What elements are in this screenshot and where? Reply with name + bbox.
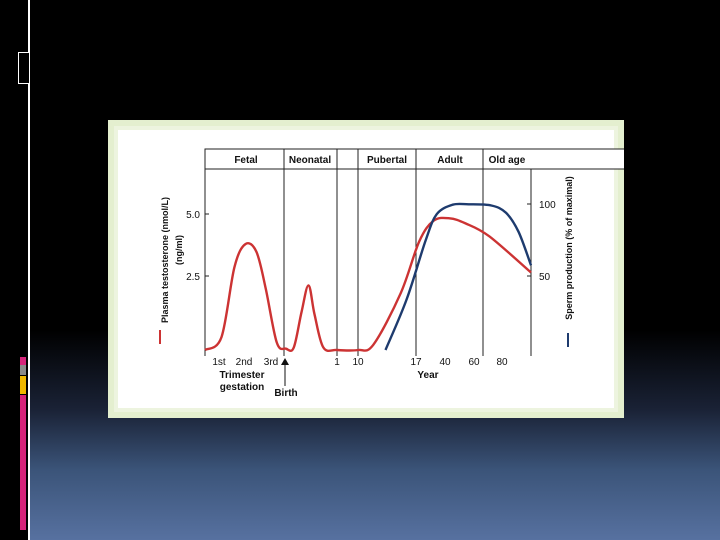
- stage-old-age: Old age: [489, 155, 526, 166]
- accent-bar-yellow: [20, 376, 26, 394]
- stage-neonatal: Neonatal: [289, 155, 331, 166]
- testosterone-sperm-chart: Fetal Neonatal Pubertal Adult Old age 5.…: [159, 148, 624, 399]
- right-tick-label-100: 100: [539, 200, 556, 211]
- stage-header-box: [204, 148, 624, 170]
- right-axis: 100 50 Sperm production (% of maximal): [527, 176, 574, 347]
- left-decor-stripe: [0, 0, 30, 540]
- left-axis-unit: (ng/ml): [174, 235, 184, 265]
- series-layer: [204, 202, 533, 353]
- x-tick-60: 60: [468, 357, 480, 368]
- slide-tab-marker: [18, 52, 30, 84]
- x-tick-1: 1: [334, 357, 340, 368]
- x-tick-3rd: 3rd: [264, 357, 278, 368]
- left-tick-label-5: 5.0: [186, 210, 200, 221]
- stage-adult: Adult: [437, 155, 463, 166]
- stage-fetal: Fetal: [234, 155, 258, 166]
- stage-pubertal: Pubertal: [367, 155, 407, 166]
- accent-bar-gray: [20, 365, 26, 375]
- sperm-production-curve: [384, 202, 533, 351]
- x-axis: 1st 2nd 3rd 1 10 17 40 60 80 Trimester g…: [212, 357, 508, 399]
- x-tick-40: 40: [439, 357, 451, 368]
- chart-figure: Fetal Neonatal Pubertal Adult Old age 5.…: [108, 120, 624, 418]
- x-tick-10: 10: [352, 357, 364, 368]
- left-tick-label-2-5: 2.5: [186, 272, 200, 283]
- stage-header: Fetal Neonatal Pubertal Adult Old age: [204, 148, 624, 356]
- right-tick-label-50: 50: [539, 272, 551, 283]
- x-tick-80: 80: [496, 357, 508, 368]
- left-axis-label: Plasma testosterone (nmol/L): [160, 197, 170, 323]
- left-axis: 5.0 2.5 Plasma testosterone (nmol/L) (ng…: [159, 197, 209, 344]
- x-label-trimester: Trimester: [219, 370, 264, 381]
- testosterone-curve: [204, 216, 532, 353]
- x-tick-1st: 1st: [212, 357, 226, 368]
- x-tick-17: 17: [410, 357, 422, 368]
- x-label-birth: Birth: [274, 388, 297, 399]
- x-tick-2nd: 2nd: [236, 357, 253, 368]
- right-axis-label: Sperm production (% of maximal): [564, 176, 574, 320]
- accent-bar-pink-long: [20, 395, 26, 530]
- x-label-year: Year: [417, 370, 438, 381]
- accent-bar-pink: [20, 357, 26, 367]
- birth-arrow-icon: [281, 358, 289, 365]
- x-label-gestation: gestation: [220, 382, 264, 393]
